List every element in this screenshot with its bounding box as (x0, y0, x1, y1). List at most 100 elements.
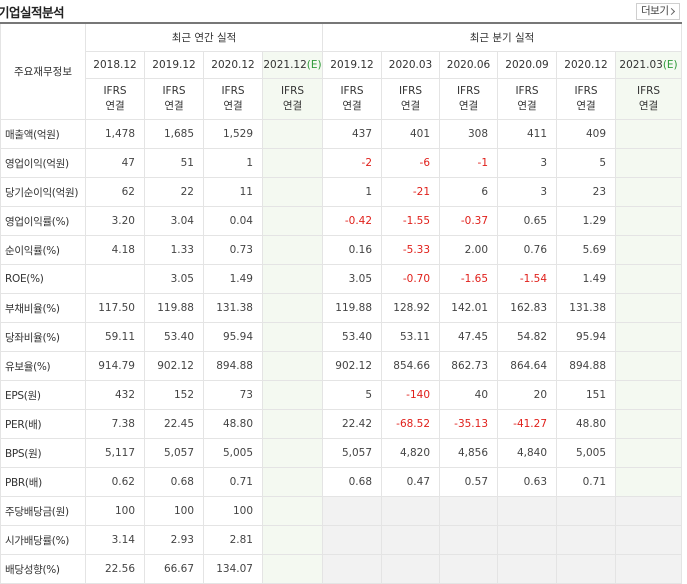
accounting-basis: 연결 (517, 100, 537, 112)
period-header: 2020.06 (439, 51, 499, 79)
row-label: BPS(원) (0, 438, 86, 468)
group-header: 최근 연간 실적 (84, 22, 324, 52)
value-cell: 23 (556, 177, 617, 207)
accounting-header: IFRS 연결 (261, 78, 324, 120)
value-cell: 22 (144, 177, 204, 207)
value-cell: 437 (322, 119, 383, 149)
empty-cell (261, 496, 324, 526)
value-cell: 1,478 (85, 119, 145, 149)
value-cell: 131.38 (203, 293, 263, 323)
value-cell: 0.16 (322, 235, 383, 265)
data-row: 당기순이익(억원) 62 22 11 1 -21 6 3 23 (0, 177, 683, 207)
value-cell: 5,117 (85, 438, 145, 468)
value-cell: 3 (497, 148, 558, 178)
empty-cell (439, 496, 499, 526)
value-cell: 5,005 (556, 438, 617, 468)
data-row: 시가배당률(%) 3.14 2.93 2.81 (0, 525, 683, 555)
value-cell: 0.04 (203, 206, 263, 236)
period-header: 2018.12 (85, 51, 145, 79)
empty-cell (497, 554, 558, 584)
empty-cell (381, 525, 441, 555)
row-label: 영업이익(억원) (0, 148, 86, 178)
accounting-standard: IFRS (456, 85, 481, 97)
value-cell: 902.12 (322, 351, 383, 381)
row-label: 시가배당률(%) (0, 525, 86, 555)
empty-cell (439, 525, 499, 555)
table-header: 주요재무정보 최근 연간 실적 최근 분기 실적 2018.12 2019.12 2020… (0, 22, 683, 120)
period-date: 2020.09 (505, 59, 549, 71)
empty-cell (261, 322, 324, 352)
accounting-header: IFRS 연결 (381, 78, 441, 120)
value-cell: -1.65 (439, 264, 499, 294)
empty-cell (261, 293, 324, 323)
value-cell: -5.33 (381, 235, 441, 265)
value-cell: 134.07 (203, 554, 263, 584)
empty-cell (381, 554, 441, 584)
estimate-mark: (E) (306, 59, 322, 71)
empty-cell (615, 351, 683, 381)
value-cell: 411 (497, 119, 558, 149)
value-cell: 40 (439, 380, 499, 410)
data-row: PBR(배) 0.62 0.68 0.71 0.68 0.47 0.57 0.63 0.71 (0, 467, 683, 497)
data-row: 유보율(%) 914.79 902.12 894.88 902.12 854.66 862.… (0, 351, 683, 381)
value-cell: 7.38 (85, 409, 145, 439)
period-header: 2019.12 (144, 51, 204, 79)
value-cell: 0.73 (203, 235, 263, 265)
accounting-standard: IFRS (221, 85, 245, 97)
empty-cell (322, 496, 383, 526)
period-header: 2021.03(E) (615, 51, 683, 79)
value-cell: 5,057 (322, 438, 383, 468)
accounting-standard: IFRS (574, 85, 598, 97)
row-label: PER(배) (0, 409, 86, 439)
header-row: IFRS 연결 IFRS 연결 IFRS 연결 IFRS 연결 IFRS 연결 IFRS 연결 IFRS… (1, 78, 683, 120)
empty-cell (615, 148, 683, 178)
value-cell: 53.11 (381, 322, 441, 352)
value-cell: 0.68 (144, 467, 204, 497)
value-cell: -68.52 (381, 409, 441, 439)
empty-cell (615, 206, 683, 236)
value-cell: 5.69 (556, 235, 617, 265)
data-row: 영업이익률(%) 3.20 3.04 0.04 -0.42 -1.55 -0.37 0.65 1… (0, 206, 683, 236)
row-label: 당좌비율(%) (0, 322, 86, 352)
empty-cell (497, 525, 558, 555)
empty-cell (615, 525, 683, 555)
empty-cell (615, 554, 683, 584)
empty-cell (261, 264, 324, 294)
accounting-basis: 연결 (342, 100, 362, 112)
period-date: 2020.12 (564, 59, 608, 71)
row-label: 순이익률(%) (0, 235, 86, 265)
period-date: 2021.03 (619, 59, 663, 71)
more-button[interactable]: 더보기 (636, 3, 680, 20)
value-cell: 854.66 (381, 351, 441, 381)
value-cell: 4,820 (381, 438, 441, 468)
data-row: 주당배당금(원) 100 100 100 (0, 496, 683, 526)
empty-cell (261, 438, 324, 468)
value-cell: 3.04 (144, 206, 204, 236)
accounting-standard: IFRS (515, 85, 539, 97)
data-row: BPS(원) 5,117 5,057 5,005 5,057 4,820 4,856 4,84… (0, 438, 683, 468)
value-cell: -1.54 (497, 264, 558, 294)
value-cell: 128.92 (381, 293, 441, 323)
empty-cell (615, 119, 683, 149)
value-cell: 95.94 (203, 322, 263, 352)
value-cell: 2.00 (439, 235, 499, 265)
row-label: ROE(%) (0, 264, 86, 294)
accounting-header: IFRS 연결 (439, 78, 499, 120)
value-cell: 119.88 (144, 293, 204, 323)
period-header: 2021.12(E) (261, 51, 324, 79)
accounting-header: IFRS 연결 (203, 78, 263, 120)
value-cell: -6 (381, 148, 441, 178)
row-label: 배당성향(%) (0, 554, 86, 584)
value-cell: 3.05 (144, 264, 204, 294)
value-cell: 2.93 (144, 525, 204, 555)
accounting-basis: 연결 (458, 100, 479, 112)
value-cell: 0.71 (203, 467, 263, 497)
row-label: 매출액(억원) (0, 119, 86, 149)
empty-cell (556, 496, 617, 526)
accounting-header: IFRS 연결 (85, 78, 145, 120)
empty-cell (615, 293, 683, 323)
period-date: 2020.06 (446, 59, 491, 71)
data-row: 배당성향(%) 22.56 66.67 134.07 (0, 554, 683, 584)
period-date: 2021.12 (263, 59, 307, 71)
